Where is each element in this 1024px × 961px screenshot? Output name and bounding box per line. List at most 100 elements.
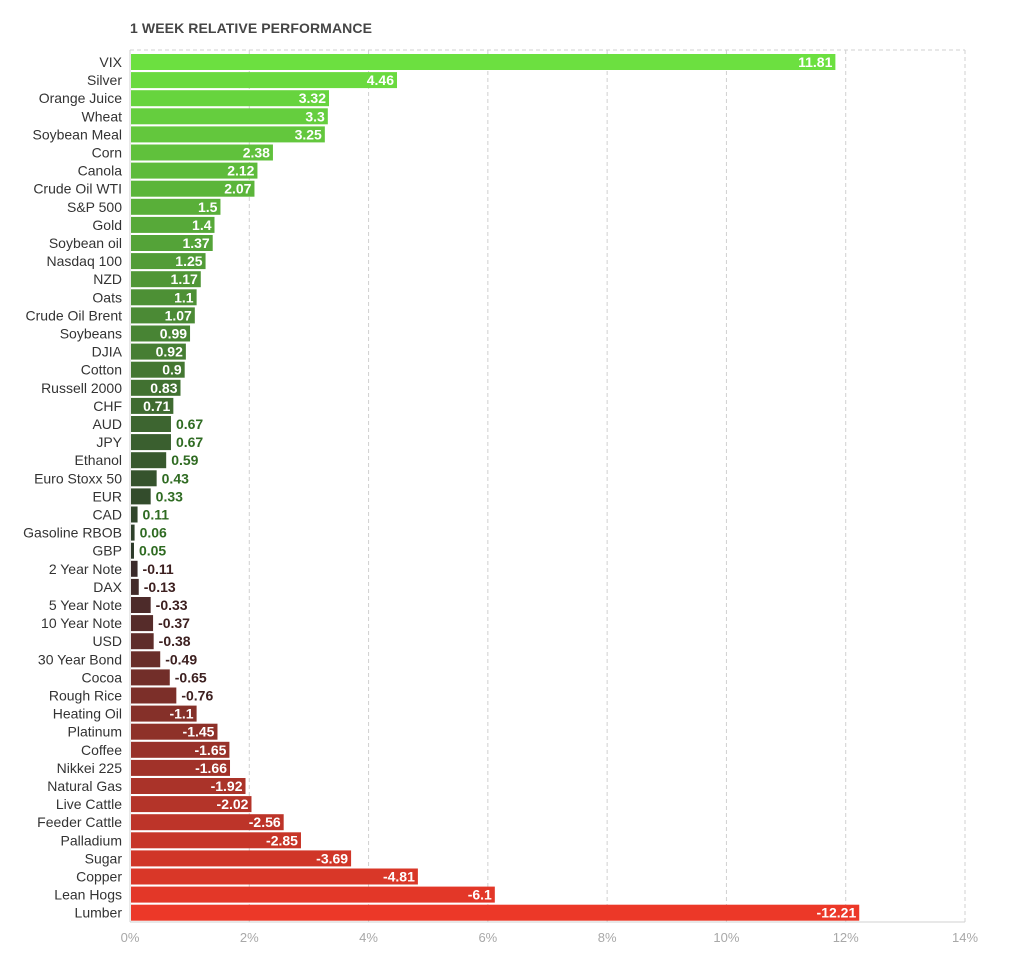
bar	[131, 144, 273, 161]
category-label: CAD	[92, 507, 122, 523]
category-label: Crude Oil WTI	[33, 181, 122, 197]
bar	[131, 343, 186, 360]
value-label: 2.07	[224, 181, 251, 197]
bar	[131, 235, 213, 251]
value-label: -2.02	[217, 796, 249, 812]
category-label: 10 Year Note	[41, 615, 122, 631]
value-label: 0.99	[160, 326, 187, 342]
bar	[131, 198, 221, 215]
bar	[131, 778, 246, 794]
bar	[131, 669, 170, 686]
bar	[131, 126, 325, 143]
bar	[131, 162, 258, 179]
bar	[131, 542, 134, 559]
value-label: 1.37	[182, 235, 209, 251]
bar	[131, 90, 330, 107]
value-label: -1.65	[194, 742, 226, 758]
value-label: 0.71	[143, 398, 170, 414]
category-label: Live Cattle	[56, 796, 122, 812]
category-label: GBP	[92, 543, 122, 559]
bar	[131, 289, 197, 306]
bar	[131, 597, 151, 613]
bar	[131, 560, 138, 577]
bar	[131, 416, 171, 432]
value-label: 1.4	[192, 217, 212, 233]
bar	[131, 180, 255, 197]
bar	[131, 651, 161, 668]
bar	[131, 108, 328, 125]
category-label: Corn	[92, 145, 122, 161]
category-label: Crude Oil Brent	[26, 307, 123, 323]
category-label: Ethanol	[75, 452, 122, 468]
x-tick-label: 12%	[833, 930, 859, 945]
value-label: -3.69	[316, 850, 348, 866]
category-label: Palladium	[61, 832, 122, 848]
value-label: 0.43	[162, 470, 189, 486]
value-label: 0.9	[162, 362, 182, 378]
bar	[131, 578, 139, 595]
category-label: DAX	[93, 579, 122, 595]
value-label: -0.76	[181, 688, 213, 704]
value-label: 3.3	[305, 108, 325, 124]
value-label: -1.1	[169, 706, 193, 722]
category-label: Gold	[92, 217, 122, 233]
value-label: -2.85	[266, 832, 298, 848]
value-label: -0.37	[158, 615, 190, 631]
category-label: AUD	[92, 416, 122, 432]
bar	[131, 904, 860, 921]
x-axis-ticks: 0% 2% 4% 6% 8% 10% 12% 14%	[121, 930, 979, 945]
category-label: Cocoa	[82, 669, 123, 685]
category-label: Russell 2000	[41, 380, 122, 396]
x-tick-label: 8%	[598, 930, 617, 945]
bar	[131, 633, 154, 650]
value-label: -1.66	[195, 760, 227, 776]
bar	[131, 397, 174, 414]
category-label: Lean Hogs	[54, 887, 122, 903]
category-label: Soybean oil	[49, 235, 122, 251]
value-label: 4.46	[367, 72, 394, 88]
x-tick-label: 10%	[713, 930, 739, 945]
category-label: Silver	[87, 72, 122, 88]
x-tick-label: 14%	[952, 930, 978, 945]
bar	[131, 524, 135, 541]
value-label: -1.92	[211, 778, 243, 794]
category-label: JPY	[96, 434, 122, 450]
value-label: -0.38	[159, 633, 191, 649]
value-label: 3.32	[299, 90, 326, 106]
value-label: 1.17	[171, 271, 198, 287]
value-labels: 11.81 4.46 3.32 3.3 3.25 2.38 2.12 2.07 1.5 1.4 1.…	[139, 54, 856, 921]
bar	[131, 379, 181, 396]
category-label: Natural Gas	[47, 778, 122, 794]
chart-title: 1 WEEK RELATIVE PERFORMANCE	[130, 20, 373, 36]
bar	[131, 434, 171, 451]
bar	[131, 470, 157, 487]
category-label: Sugar	[85, 850, 123, 866]
value-label: 0.59	[171, 452, 198, 468]
value-label: 2.12	[227, 163, 254, 179]
bar	[131, 72, 398, 89]
bar	[131, 759, 231, 776]
x-tick-label: 0%	[121, 930, 140, 945]
category-label: CHF	[93, 398, 122, 414]
value-label: 11.81	[798, 54, 832, 70]
category-label: Canola	[78, 163, 123, 179]
x-tick-label: 4%	[359, 930, 378, 945]
value-label: 0.92	[156, 344, 183, 360]
bar	[131, 452, 167, 469]
bars	[131, 54, 860, 921]
bar	[131, 307, 195, 324]
bar	[131, 723, 218, 740]
value-label: 1.5	[198, 199, 218, 215]
value-label: -12.21	[817, 905, 857, 921]
value-label: -0.11	[143, 561, 174, 577]
bar	[131, 705, 197, 722]
bar	[131, 814, 284, 831]
category-label: Heating Oil	[53, 706, 122, 722]
bar	[131, 687, 177, 704]
value-label: 0.06	[140, 525, 167, 541]
x-tick-label: 6%	[478, 930, 497, 945]
bar	[131, 886, 495, 903]
category-label: Gasoline RBOB	[23, 525, 122, 541]
category-label: VIX	[99, 54, 122, 70]
